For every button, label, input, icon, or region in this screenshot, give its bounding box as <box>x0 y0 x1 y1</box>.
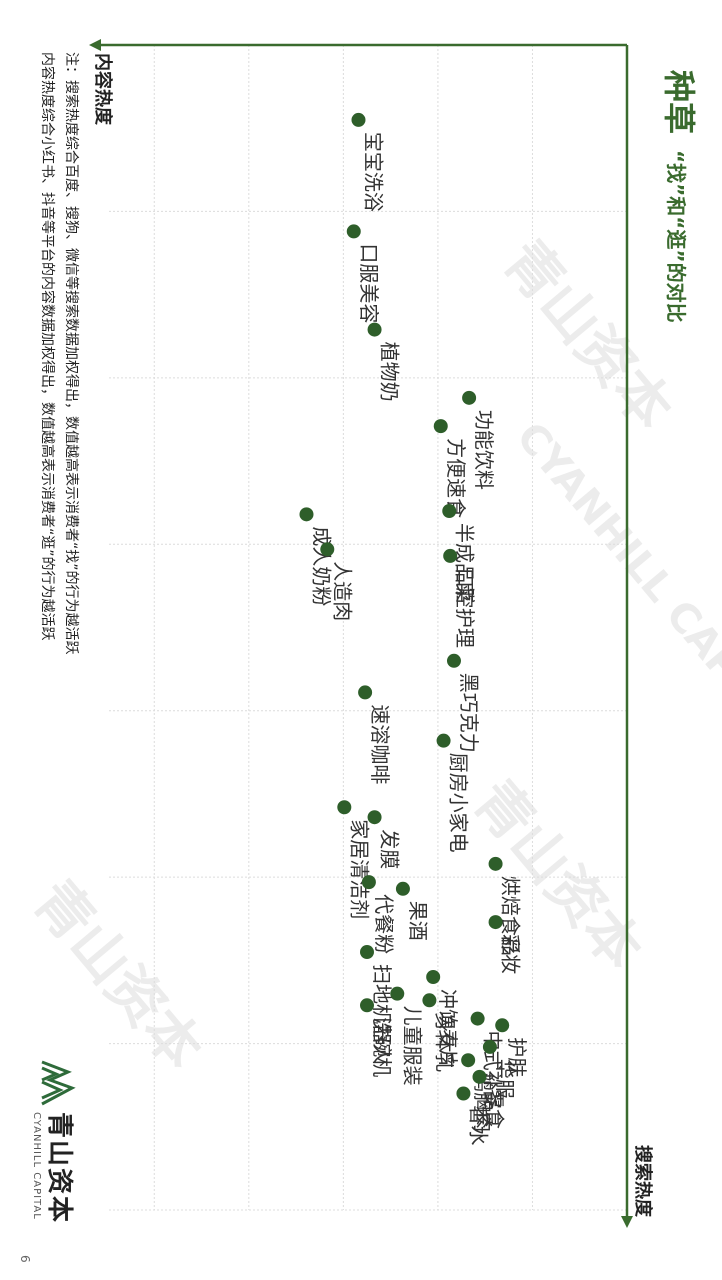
data-point <box>456 1086 471 1101</box>
page-number: 6 <box>18 1255 32 1263</box>
data-point-label: 洗碗机 <box>370 1017 394 1077</box>
data-point <box>433 419 448 434</box>
y-axis-label: 内容热度 <box>92 53 114 126</box>
data-point-label: 冲饮麦片 <box>436 989 460 1069</box>
data-point <box>337 800 352 815</box>
data-point-label: 代餐粉 <box>372 894 396 954</box>
data-point <box>488 915 503 930</box>
data-point-label: 厨房小家电 <box>447 753 471 853</box>
data-point-label: 儿童服装 <box>400 1006 424 1086</box>
data-point-label: 功能饮料 <box>472 410 496 490</box>
note-search-heat: 注：搜索热度综合百度、搜狗、微信等搜索数据加权得出，数值越高表示消费者“找”的行… <box>63 52 79 655</box>
data-point <box>390 986 405 1001</box>
data-point <box>426 970 441 984</box>
data-point <box>495 1018 510 1033</box>
data-point-label: 果酒 <box>406 901 430 941</box>
data-point <box>488 856 503 871</box>
data-point <box>360 945 374 960</box>
data-point <box>360 998 374 1013</box>
data-point-label: 口腔护理 <box>453 568 477 648</box>
data-point <box>367 810 382 825</box>
data-point <box>299 507 314 522</box>
company-logo: 青山资本 CYANHILL CAPITAL <box>12 1060 82 1250</box>
data-point <box>351 112 366 127</box>
data-point <box>462 390 477 405</box>
data-point <box>446 653 461 668</box>
data-point <box>395 881 410 896</box>
data-point-label: 零食 <box>483 1089 507 1129</box>
data-point-label: 家居清洁剂 <box>347 819 371 919</box>
data-point-label: 护肤 <box>505 1037 529 1077</box>
data-point <box>472 1069 487 1084</box>
data-point <box>461 1053 476 1068</box>
x-axis-arrow-icon <box>621 1216 633 1228</box>
data-point-label: 速溶咖啡 <box>368 704 392 784</box>
mountain-logo-icon <box>41 1060 76 1106</box>
note-content-heat: 内容热度综合小红书、抖音等平台的内容数据加权得出，数值越高表示消费者“逛”的行为… <box>39 52 55 641</box>
data-point-label: 人造肉 <box>330 561 354 621</box>
data-point-label: 身体乳 <box>432 1012 456 1072</box>
x-axis-label: 搜索热度 <box>632 1145 654 1218</box>
data-point-label: 植物奶 <box>378 342 402 402</box>
data-point-label: 成人奶粉 <box>309 526 333 606</box>
y-axis-arrow-icon <box>89 39 101 51</box>
data-point <box>482 1039 497 1054</box>
data-point <box>346 224 361 239</box>
data-point-label: 香水 <box>466 1106 490 1146</box>
logo-text-cn: 青山资本 <box>44 1112 74 1225</box>
data-point <box>367 322 382 337</box>
data-point <box>422 993 437 1008</box>
data-point <box>442 504 457 518</box>
data-point-label: 发膜 <box>378 829 402 869</box>
data-point <box>470 1011 485 1026</box>
data-point-label: 彩妆 <box>499 934 523 974</box>
data-point-label: 华服 <box>493 1059 517 1099</box>
data-point-label: 扫地机器人 <box>370 964 394 1064</box>
data-point <box>320 542 335 557</box>
data-point <box>443 548 458 563</box>
data-point-label: 烘焙食品 <box>499 876 523 956</box>
data-point-label: 宝宝洗浴 <box>361 132 385 212</box>
data-point <box>361 875 376 890</box>
data-point-label: 口服美容 <box>357 243 381 323</box>
data-point <box>358 685 373 700</box>
data-point-label: 黑巧克力 <box>457 673 481 753</box>
logo-text-en: CYANHILL CAPITAL <box>31 1112 42 1220</box>
data-point-label: 半成品菜 <box>452 523 476 603</box>
data-point <box>436 733 451 748</box>
